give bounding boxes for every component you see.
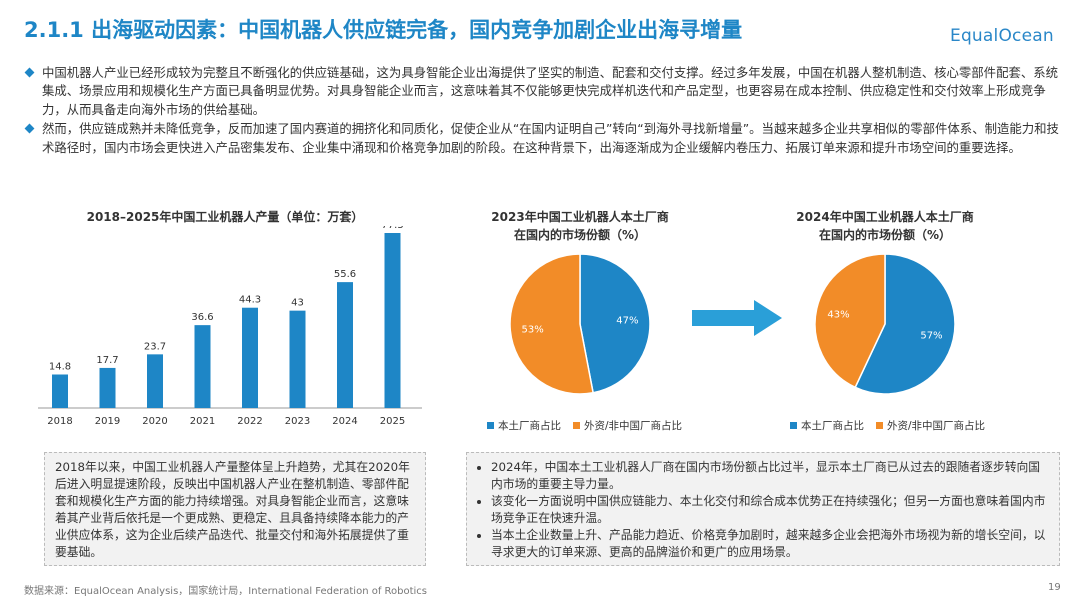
bar-2024 — [337, 282, 353, 408]
left-summary-text: 2018年以来，中国工业机器人产量整体呈上升趋势，尤其在2020年后进入明显提速… — [55, 460, 410, 559]
legend-swatch-domestic — [790, 422, 797, 429]
x-tick-label-2022: 2022 — [237, 416, 262, 427]
bullet-list: 中国机器人产业已经形成较为完整且不断强化的供应链基础，这为具身智能企业出海提供了… — [24, 64, 1060, 158]
bullet-item: 然而，供应链成熟并未降低竞争，反而加速了国内赛道的拥挤化和同质化，促使企业从“在… — [24, 120, 1060, 157]
right-summary-box: 2024年，中国本土工业机器人厂商在国内市场份额占比过半，显示本土厂商已从过去的… — [466, 452, 1060, 566]
pie-2023-legend: 本土厂商占比 外资/非中国厂商占比 — [487, 418, 682, 433]
pie-slice-domestic — [854, 253, 956, 395]
data-source: 数据来源：EqualOcean Analysis，国家统计局，Internati… — [24, 586, 428, 597]
legend-swatch-foreign — [573, 422, 580, 429]
pie-chart-2023: 47% 53% — [509, 253, 651, 395]
pie-2024-title-line1: 2024年中国工业机器人本土厂商 — [796, 210, 974, 224]
summary-point: 2024年，中国本土工业机器人厂商在国内市场份额占比过半，显示本土厂商已从过去的… — [491, 459, 1049, 493]
pie-2023-title-line2: 在国内的市场份额（%） — [513, 228, 647, 242]
x-tick-label-2024: 2024 — [332, 416, 357, 427]
bar-chart-title: 2018–2025年中国工业机器人产量（单位：万套） — [86, 210, 364, 224]
legend-label-foreign: 外资/非中国厂商占比 — [584, 420, 683, 432]
bar-2018 — [52, 374, 68, 408]
summary-point: 该变化一方面说明中国供应链能力、本土化交付和综合成本优势正在持续强化；但另一方面… — [491, 493, 1049, 527]
x-tick-label-2025: 2025 — [380, 416, 405, 427]
bar-value-label-2020: 23.7 — [144, 341, 166, 352]
bar-value-label-2023: 43 — [291, 298, 304, 309]
bar-2019 — [99, 367, 116, 408]
x-tick-label-2018: 2018 — [47, 416, 72, 427]
pie-value-label-domestic: 47% — [616, 316, 638, 327]
summary-point: 当本土企业数量上升、产品能力趋近、价格竞争加剧时，越来越多企业会把海外市场视为新… — [491, 527, 1049, 561]
pie-slice-foreign — [509, 253, 594, 395]
pie-2024-legend: 本土厂商占比 外资/非中国厂商占比 — [790, 418, 985, 433]
bar-value-label-2018: 14.8 — [49, 361, 71, 372]
page-number: 19 — [1048, 582, 1061, 593]
x-tick-label-2019: 2019 — [95, 416, 120, 427]
x-tick-label-2023: 2023 — [285, 416, 310, 427]
equalocean-logo: EqualOcean — [950, 26, 1054, 46]
bullet-text: 然而，供应链成熟并未降低竞争，反而加速了国内赛道的拥挤化和同质化，促使企业从“在… — [42, 121, 1059, 155]
legend-label-domestic: 本土厂商占比 — [498, 420, 561, 432]
bar-2021 — [194, 325, 211, 408]
pie-slice-domestic — [579, 253, 651, 394]
pie-chart-2024: 57% 43% — [814, 253, 956, 395]
pie-value-label-domestic: 57% — [920, 330, 942, 341]
pie-2024-title-line2: 在国内的市场份额（%） — [818, 228, 952, 242]
right-arrow-icon — [692, 300, 782, 336]
pie-value-label-foreign: 53% — [521, 324, 543, 335]
bar-2025 — [384, 233, 401, 408]
diamond-bullet-icon — [24, 67, 35, 78]
legend-swatch-foreign — [876, 422, 883, 429]
bar-2022 — [242, 307, 258, 408]
pie-2023-title-line1: 2023年中国工业机器人本土厂商 — [491, 210, 669, 224]
x-tick-label-2020: 2020 — [142, 416, 167, 427]
bar-2020 — [147, 354, 163, 408]
bar-value-label-2021: 36.6 — [191, 312, 213, 323]
bar-chart: 14.8 2018 17.7 2019 23.7 2020 36.6 2021 44.3 2022… — [38, 226, 422, 427]
bar-value-label-2019: 17.7 — [96, 355, 118, 366]
bar-value-label-2022: 44.3 — [239, 295, 261, 306]
x-tick-label-2021: 2021 — [190, 416, 215, 427]
pie-value-label-foreign: 43% — [827, 310, 849, 321]
page-title: 2.1.1 出海驱动因素：中国机器人供应链完备，国内竞争加剧企业出海寻增量 — [24, 18, 743, 42]
left-summary-box: 2018年以来，中国工业机器人产量整体呈上升趋势，尤其在2020年后进入明显提速… — [44, 452, 426, 566]
bar-value-label-2025: 77.3 — [381, 226, 403, 231]
diamond-bullet-icon — [24, 123, 35, 134]
pie-slice-foreign — [814, 253, 886, 389]
pie-2023-title: 2023年中国工业机器人本土厂商 在国内的市场份额（%） — [455, 208, 705, 244]
pie-2024-title: 2024年中国工业机器人本土厂商 在国内的市场份额（%） — [760, 208, 1010, 244]
legend-label-domestic: 本土厂商占比 — [801, 420, 864, 432]
bullet-item: 中国机器人产业已经形成较为完整且不断强化的供应链基础，这为具身智能企业出海提供了… — [24, 64, 1060, 119]
legend-label-foreign: 外资/非中国厂商占比 — [887, 420, 986, 432]
legend-swatch-domestic — [487, 422, 494, 429]
bar-2023 — [289, 310, 306, 408]
bar-value-label-2024: 55.6 — [334, 269, 356, 280]
bullet-text: 中国机器人产业已经形成较为完整且不断强化的供应链基础，这为具身智能企业出海提供了… — [42, 65, 1059, 117]
